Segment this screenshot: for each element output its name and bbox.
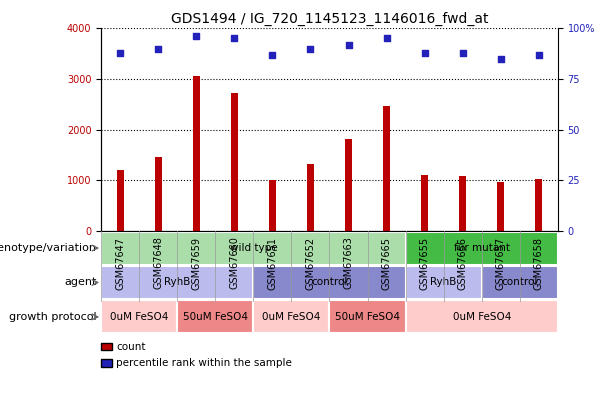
Bar (101, 232, 406, 264)
Bar (307, 164, 314, 231)
Bar (459, 176, 466, 231)
Text: GSM67665: GSM67665 (381, 237, 392, 290)
Text: GSM67658: GSM67658 (534, 237, 544, 290)
Bar (101, 301, 177, 333)
Text: GSM67656: GSM67656 (458, 237, 468, 290)
Point (191, 33, 201, 40)
Text: wild type: wild type (229, 243, 277, 253)
Text: control: control (311, 277, 348, 288)
Point (115, 49, 125, 56)
Point (496, 55, 506, 62)
Bar (330, 301, 406, 333)
Bar (406, 232, 558, 264)
Bar (116, 170, 124, 231)
Text: GSM67647: GSM67647 (115, 237, 125, 290)
Text: GSM67659: GSM67659 (191, 237, 201, 290)
Bar (269, 180, 276, 231)
Point (229, 35, 239, 42)
Point (344, 41, 354, 48)
Point (153, 45, 163, 52)
Text: GSM67651: GSM67651 (267, 237, 278, 290)
Text: 0uM FeSO4: 0uM FeSO4 (262, 312, 321, 322)
Point (267, 51, 277, 58)
Bar (383, 106, 390, 231)
Text: genotype/variation: genotype/variation (0, 243, 97, 253)
Title: GDS1494 / IG_720_1145123_1146016_fwd_at: GDS1494 / IG_720_1145123_1146016_fwd_at (171, 12, 488, 26)
Text: agent: agent (64, 277, 97, 288)
Bar (253, 301, 330, 333)
Text: GSM67660: GSM67660 (229, 237, 239, 290)
Text: control: control (501, 277, 538, 288)
Text: GSM67657: GSM67657 (496, 237, 506, 290)
Text: 0uM FeSO4: 0uM FeSO4 (110, 312, 169, 322)
Bar (406, 301, 558, 333)
Bar (177, 301, 253, 333)
Bar (497, 182, 504, 231)
Text: growth protocol: growth protocol (9, 312, 97, 322)
Text: GSM67663: GSM67663 (343, 237, 354, 290)
Bar (253, 266, 406, 299)
Bar (406, 266, 482, 299)
Point (305, 45, 315, 52)
Bar (193, 77, 200, 231)
Text: 0uM FeSO4: 0uM FeSO4 (452, 312, 511, 322)
Text: GSM67652: GSM67652 (305, 237, 316, 290)
Text: percentile rank within the sample: percentile rank within the sample (116, 358, 292, 368)
Bar (482, 266, 558, 299)
Point (382, 35, 392, 42)
Bar (345, 139, 352, 231)
Point (534, 51, 544, 58)
Point (458, 49, 468, 56)
Bar (535, 179, 543, 231)
Bar (231, 93, 238, 231)
Text: RyhB: RyhB (430, 277, 457, 288)
Text: GSM67655: GSM67655 (420, 237, 430, 290)
Point (420, 49, 430, 56)
Text: count: count (116, 342, 146, 352)
Text: 50uM FeSO4: 50uM FeSO4 (335, 312, 400, 322)
Bar (155, 158, 162, 231)
Bar (101, 266, 253, 299)
Text: 50uM FeSO4: 50uM FeSO4 (183, 312, 248, 322)
Text: fur mutant: fur mutant (454, 243, 510, 253)
Text: RyhB: RyhB (164, 277, 191, 288)
Bar (421, 175, 428, 231)
Text: GSM67648: GSM67648 (153, 237, 163, 290)
